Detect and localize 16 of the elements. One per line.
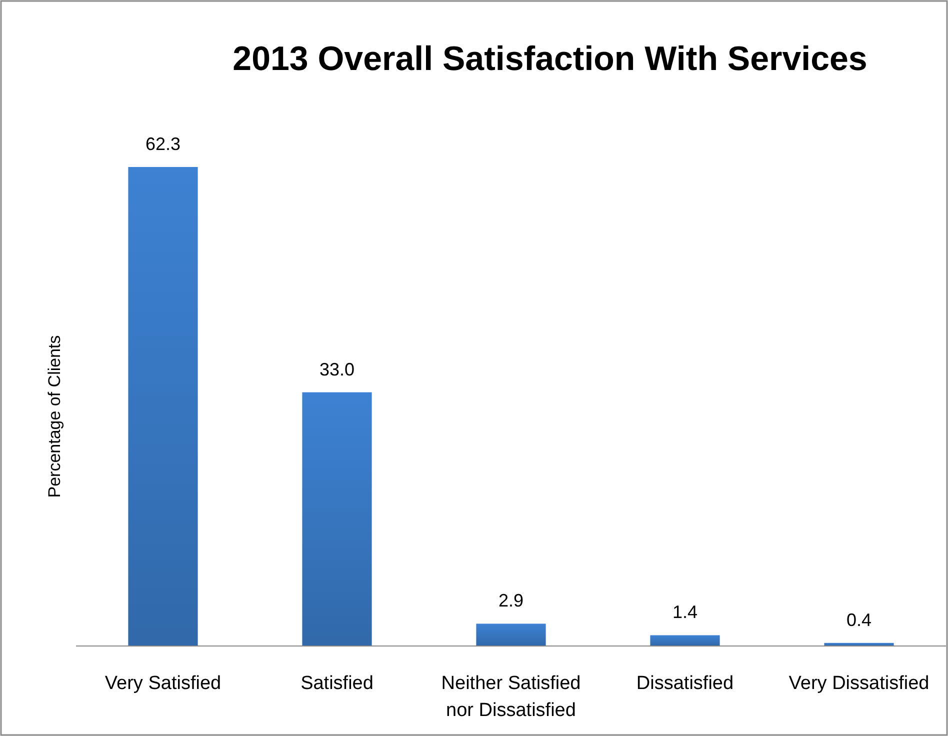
chart-title: 2013 Overall Satisfaction With Services — [232, 40, 868, 78]
bar — [302, 392, 372, 646]
data-label: 1.4 — [672, 602, 698, 622]
x-tick-label: Satisfied — [300, 673, 374, 694]
x-tick-label: Dissatisfied — [636, 673, 734, 694]
bar — [650, 635, 720, 646]
bar — [476, 624, 546, 646]
data-label: 0.4 — [846, 610, 872, 630]
x-tick-label: Very Satisfied — [104, 673, 222, 694]
bar — [128, 167, 198, 646]
x-tick-label: Neither Satisfied nor Dissatisfied — [441, 673, 581, 721]
y-axis-title: Percentage of Clients — [45, 335, 64, 498]
x-tick-label: Very Dissatisfied — [788, 673, 930, 694]
data-label: 33.0 — [319, 359, 355, 380]
data-label: 2.9 — [498, 590, 524, 611]
data-label: 62.3 — [145, 134, 181, 154]
